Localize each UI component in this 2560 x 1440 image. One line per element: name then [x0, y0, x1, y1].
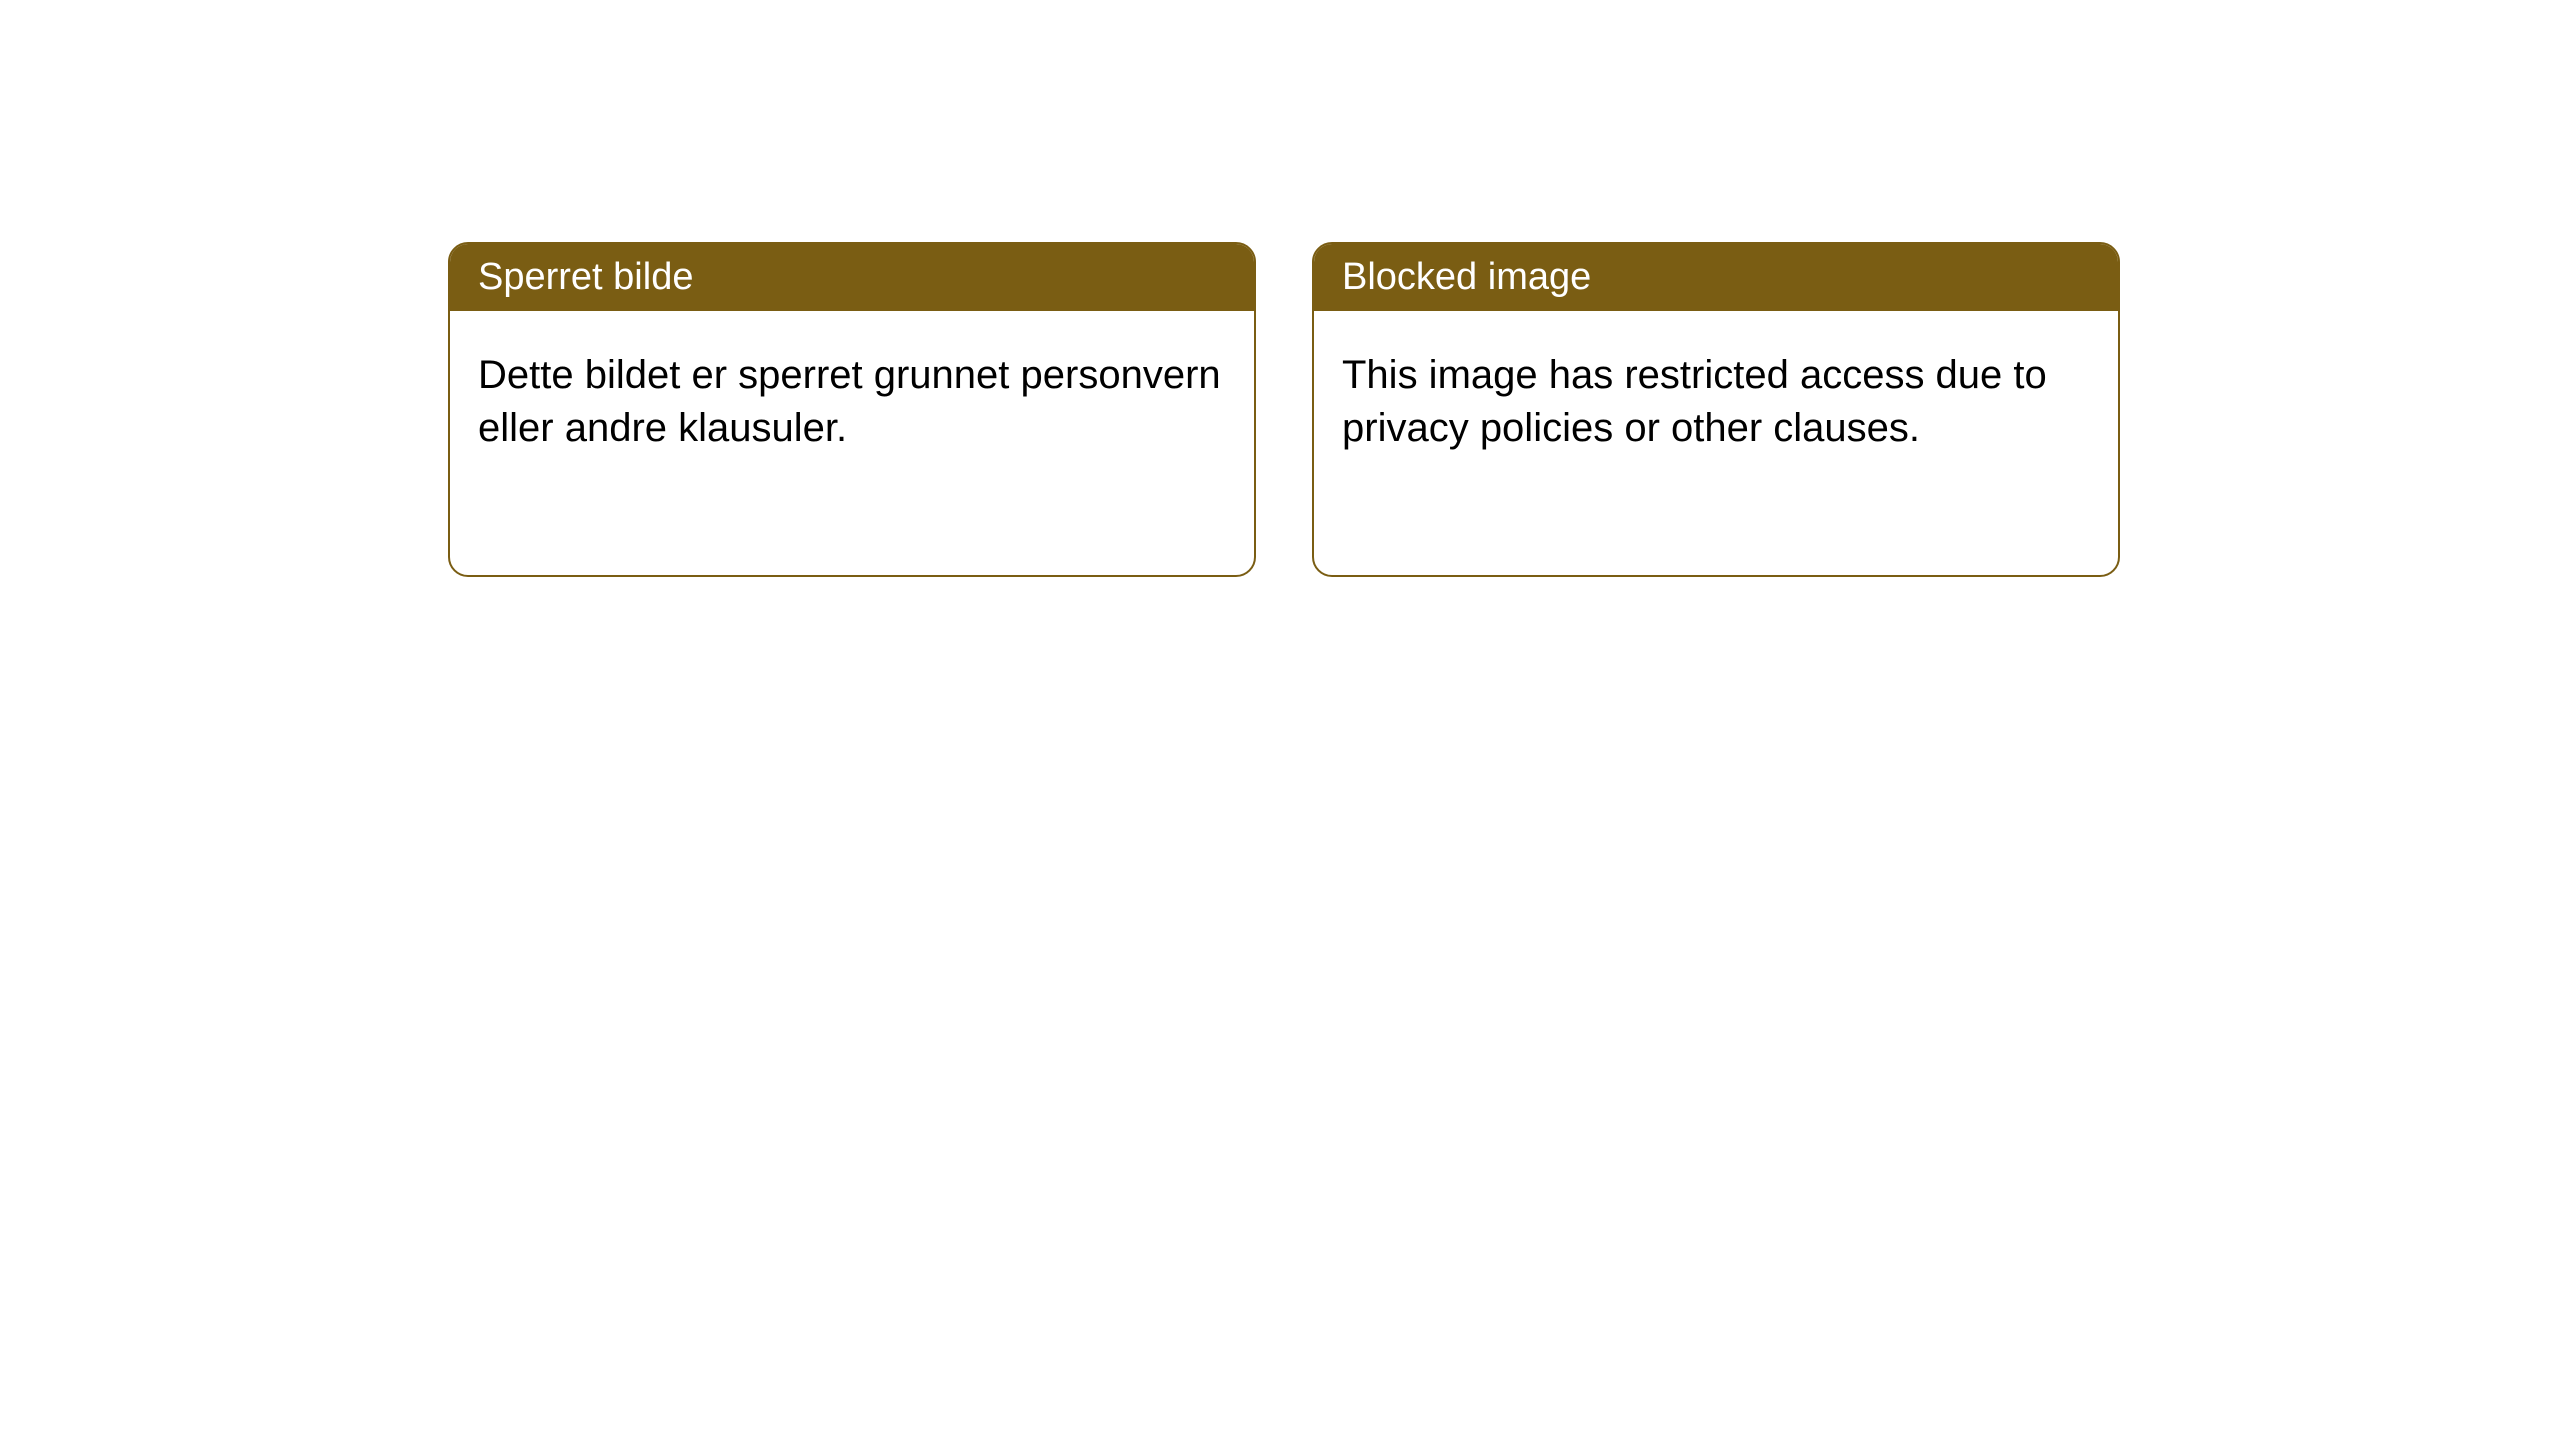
blocked-image-card-english: Blocked image This image has restricted … — [1312, 242, 2120, 577]
notice-container: Sperret bilde Dette bildet er sperret gr… — [0, 0, 2560, 577]
card-body-text: Dette bildet er sperret grunnet personve… — [478, 353, 1221, 450]
card-header: Blocked image — [1314, 244, 2118, 311]
card-title: Blocked image — [1342, 256, 1591, 298]
card-header: Sperret bilde — [450, 244, 1254, 311]
card-body-text: This image has restricted access due to … — [1342, 353, 2047, 450]
blocked-image-card-norwegian: Sperret bilde Dette bildet er sperret gr… — [448, 242, 1256, 577]
card-body: This image has restricted access due to … — [1314, 311, 2118, 493]
card-body: Dette bildet er sperret grunnet personve… — [450, 311, 1254, 493]
card-title: Sperret bilde — [478, 256, 693, 298]
